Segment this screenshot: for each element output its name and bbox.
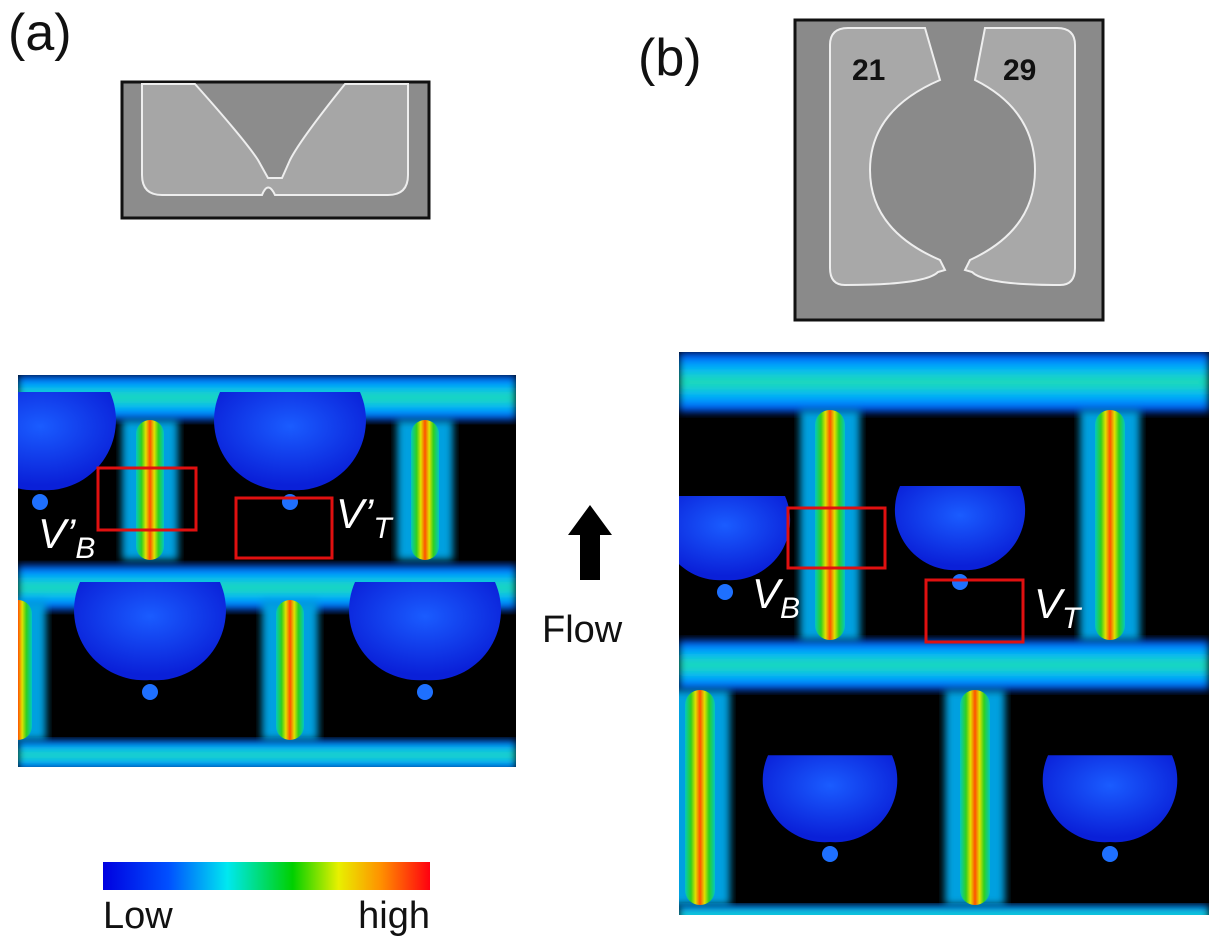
sem-image: 21 29	[795, 20, 1103, 320]
flow-channel	[815, 410, 845, 640]
annotation-main: V’	[336, 490, 374, 537]
annotation-sub: B	[75, 532, 95, 565]
flow-band	[679, 905, 1209, 925]
annotation-main: V’	[38, 510, 76, 557]
colorbar-low: Low	[103, 895, 173, 937]
annotation-sub: T	[1062, 602, 1083, 635]
annotation-sub: T	[373, 512, 394, 545]
sem-image	[122, 82, 429, 218]
colorbar-high: high	[358, 895, 430, 937]
flow-arrow	[568, 505, 612, 580]
simulation-map	[660, 352, 1209, 925]
gap-spot	[952, 574, 968, 590]
flow-channel	[136, 420, 164, 560]
flow-channel	[4, 600, 32, 740]
flow-band	[679, 352, 1209, 412]
flow-channel	[1095, 410, 1125, 640]
flow-channel	[276, 600, 304, 740]
gap-spot	[717, 584, 733, 600]
panel-label: (a)	[8, 4, 72, 62]
page: Figure {"panels":[{"label":"(a)","annota…	[0, 0, 1209, 938]
simulation-map	[0, 375, 516, 770]
flow-channel	[960, 690, 990, 905]
gap-spot	[32, 494, 48, 510]
gap-spot	[1102, 846, 1118, 862]
annotation-sub: B	[780, 592, 800, 625]
flow-band	[18, 740, 516, 770]
figure: (a) (b) 21 29 V’B V’T VB VT Flow Low hig…	[0, 0, 1209, 938]
sem-number: 29	[1003, 54, 1036, 87]
sem-number: 21	[852, 54, 885, 87]
panel-label: (b)	[638, 29, 702, 87]
colorbar	[103, 862, 430, 890]
body: (a) (b) 21 29 V’B V’T VB VT Flow Low hig…	[0, 0, 1209, 938]
flow-label: Flow	[542, 609, 623, 651]
gap-spot	[417, 684, 433, 700]
gap-spot	[282, 494, 298, 510]
flow-channel	[411, 420, 439, 560]
gap-spot	[142, 684, 158, 700]
gap-spot	[822, 846, 838, 862]
flow-channel	[685, 690, 715, 905]
flow-band	[679, 640, 1209, 690]
